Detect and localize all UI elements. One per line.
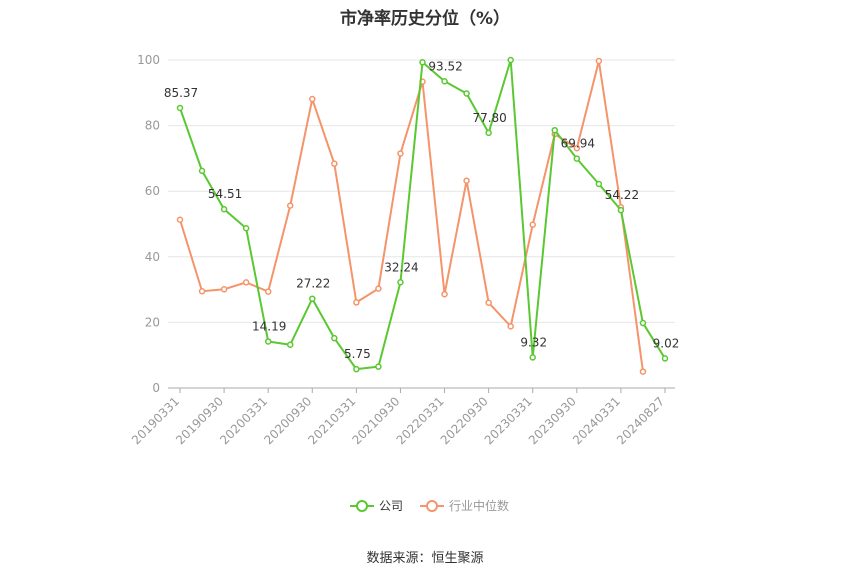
company-point: [198, 167, 206, 175]
legend-item-industry-median: 行业中位数: [420, 498, 509, 513]
y-tick-label: 40: [145, 250, 160, 264]
data-label: 14.19: [252, 319, 286, 333]
company-point: [441, 78, 448, 85]
company-point: [353, 365, 360, 373]
industry-median-point: [264, 288, 272, 295]
industry-median-point: [198, 287, 206, 295]
legend-circle: [356, 500, 368, 512]
company-point: [639, 319, 647, 327]
company-point: [485, 129, 492, 137]
company-point: [220, 205, 228, 213]
company-point: [529, 354, 536, 361]
industry-median-point: [463, 177, 470, 184]
industry-median-point: [242, 279, 250, 286]
industry-median-point: [375, 285, 382, 292]
legend-circle: [426, 500, 438, 512]
y-tick-label: 80: [145, 119, 160, 133]
data-label: 9.32: [520, 335, 547, 349]
data-label: 85.37: [164, 86, 198, 100]
company-point: [595, 180, 603, 188]
company-point: [507, 56, 514, 64]
industry-median-point: [441, 290, 448, 298]
company-point: [573, 155, 581, 162]
y-tick-label: 60: [145, 184, 160, 198]
data-label: 9.02: [653, 336, 680, 350]
industry-median-point: [220, 286, 228, 293]
company-point: [309, 295, 316, 302]
industry-median-point: [309, 95, 316, 103]
y-tick-label: 100: [137, 53, 160, 67]
company-point: [331, 334, 338, 342]
industry-median-point: [507, 323, 514, 330]
axis-layer: 0204060801002019033120190930202003312020…: [129, 53, 675, 447]
series-line-industry-median: [179, 59, 644, 372]
data-label: 77.80: [472, 111, 506, 125]
data-label: 5.75: [344, 347, 371, 361]
industry-median-point: [529, 221, 536, 228]
legend-item-company: 公司: [350, 499, 403, 513]
legend-marker-icon: [350, 500, 374, 512]
data-label: 69.94: [561, 137, 595, 151]
x-tick-label: 20240827: [614, 394, 667, 447]
data-label: 54.22: [605, 188, 639, 202]
data-label: 54.51: [208, 187, 242, 201]
industry-median-point: [639, 368, 647, 375]
y-tick-label: 0: [152, 381, 160, 395]
industry-median-point: [397, 150, 404, 157]
company-point: [661, 355, 669, 362]
company-point: [419, 59, 426, 66]
series-layer: [176, 56, 669, 375]
company-point: [551, 126, 559, 134]
industry-median-point: [176, 216, 184, 223]
data-label: 93.52: [428, 59, 462, 73]
company-point: [264, 338, 272, 345]
legend-label: 公司: [379, 499, 403, 513]
industry-median-point: [573, 144, 581, 152]
data-label-layer: 85.37 54.51 14.19 27.22 5.75 32.24 93.52 77.80 9…: [164, 59, 680, 361]
y-tick-label: 20: [145, 315, 160, 329]
industry-median-point: [286, 202, 294, 209]
company-point: [617, 206, 625, 214]
company-point: [286, 341, 294, 348]
company-point: [176, 104, 184, 112]
data-label: 32.24: [384, 260, 418, 274]
industry-median-point: [353, 299, 360, 306]
data-label: 27.22: [296, 277, 330, 291]
legend-label: 行业中位数: [449, 498, 509, 513]
industry-median-point: [331, 160, 338, 167]
company-point: [397, 279, 404, 286]
company-point: [463, 90, 470, 97]
company-point: [242, 225, 250, 232]
data-source-note: 数据来源：恒生聚源: [366, 551, 484, 566]
legend: 公司 行业中位数: [350, 498, 509, 513]
industry-median-point: [595, 57, 603, 65]
industry-median-point: [485, 299, 492, 306]
chart-title: 市净率历史分位（%）: [339, 9, 511, 29]
legend-marker-icon: [420, 500, 444, 512]
company-point: [375, 363, 382, 370]
